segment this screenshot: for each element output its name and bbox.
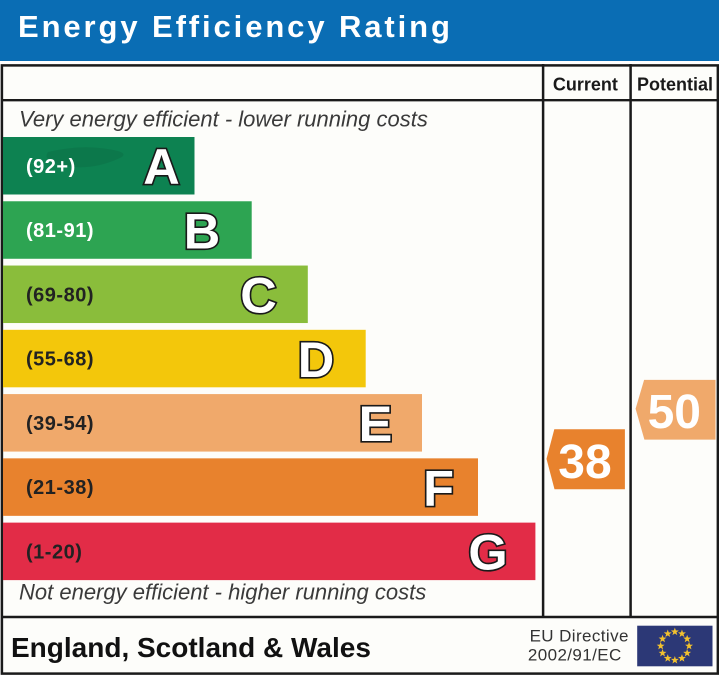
- svg-text:Very energy efficient - lower: Very energy efficient - lower running co…: [19, 107, 428, 132]
- svg-text:C: C: [240, 267, 276, 324]
- svg-text:Not energy efficient - higher: Not energy efficient - higher running co…: [19, 580, 426, 605]
- svg-text:A: A: [143, 138, 179, 195]
- svg-text:England, Scotland & Wales: England, Scotland & Wales: [11, 632, 371, 663]
- svg-text:(69-80): (69-80): [26, 284, 94, 306]
- svg-text:50: 50: [648, 386, 701, 439]
- svg-text:D: D: [298, 331, 334, 388]
- svg-text:F: F: [423, 459, 454, 516]
- svg-text:Potential: Potential: [637, 74, 713, 94]
- svg-text:(55-68): (55-68): [26, 349, 94, 371]
- svg-text:38: 38: [558, 436, 611, 489]
- svg-text:(92+): (92+): [26, 156, 76, 178]
- svg-text:(81-91): (81-91): [26, 220, 94, 242]
- svg-text:(39-54): (39-54): [26, 413, 94, 435]
- svg-text:Current: Current: [553, 74, 618, 94]
- svg-text:Energy Efficiency Rating: Energy Efficiency Rating: [18, 9, 453, 44]
- svg-text:(1-20): (1-20): [26, 541, 82, 563]
- svg-text:E: E: [359, 395, 393, 452]
- svg-text:B: B: [184, 202, 220, 259]
- svg-text:G: G: [468, 524, 507, 581]
- svg-text:2002/91/EC: 2002/91/EC: [528, 646, 622, 665]
- svg-text:EU Directive: EU Directive: [530, 627, 629, 646]
- svg-text:(21-38): (21-38): [26, 477, 94, 499]
